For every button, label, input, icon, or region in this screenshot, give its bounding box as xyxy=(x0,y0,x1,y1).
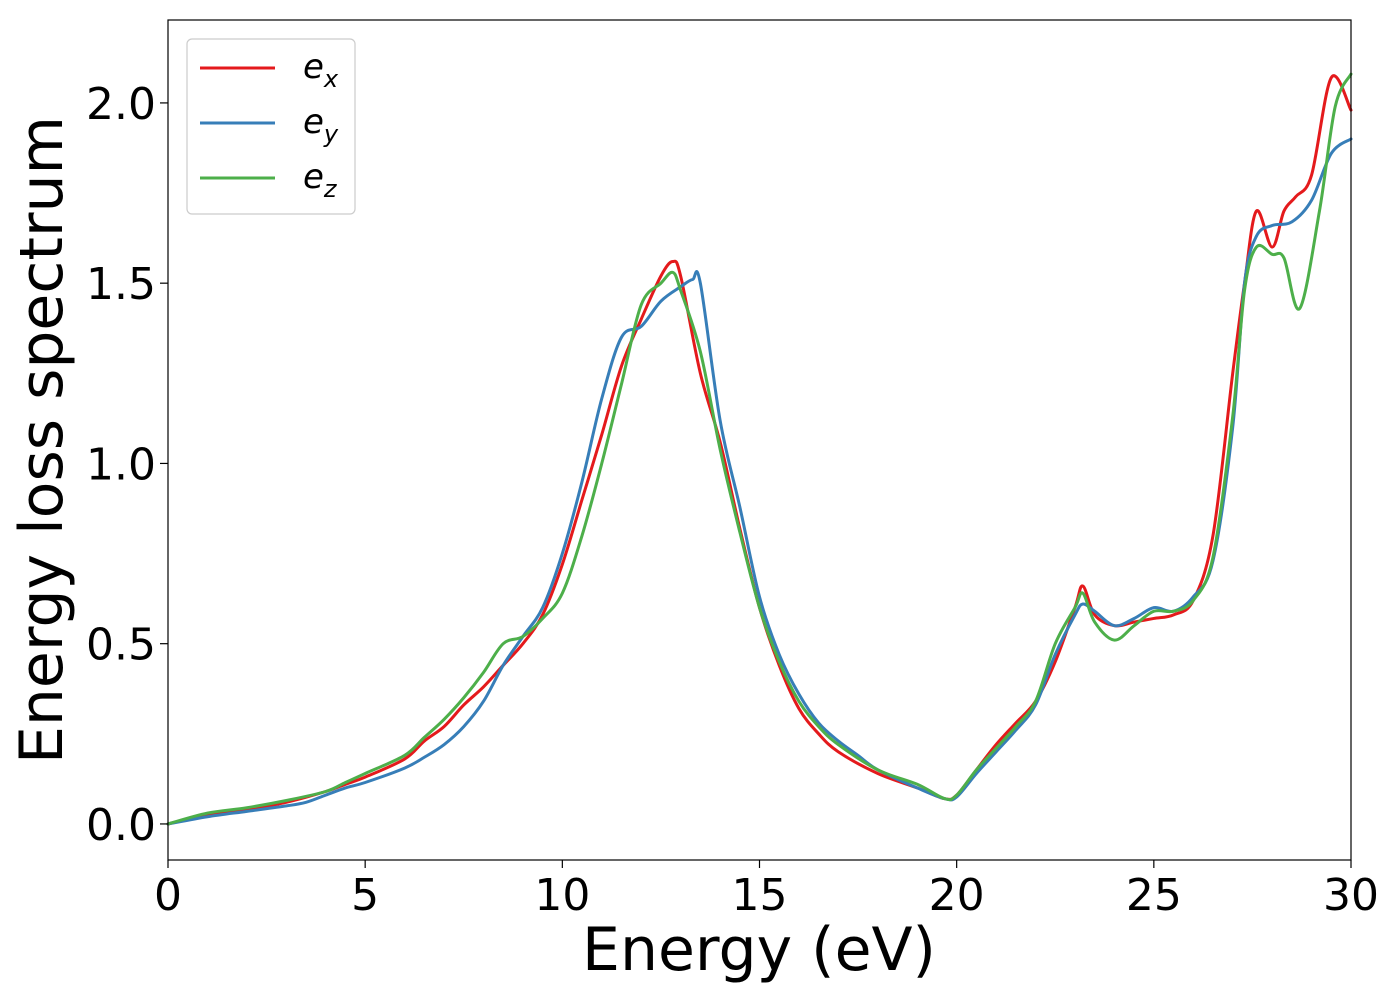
x-tick-label: 20 xyxy=(929,870,985,921)
series-line-z xyxy=(166,72,1353,826)
series-line-x xyxy=(166,74,1353,826)
y-tick-label: 1.0 xyxy=(86,439,156,490)
x-axis-title: Energy (eV) xyxy=(582,915,936,985)
x-tick-label: 5 xyxy=(351,870,379,921)
x-tick-label: 15 xyxy=(732,870,788,921)
y-axis: 0.0 0.5 1.0 1.5 2.0 xyxy=(86,79,168,851)
x-axis: 0 5 10 15 20 25 30 xyxy=(154,860,1379,921)
legend-box xyxy=(186,38,356,215)
x-tick-label: 10 xyxy=(534,870,590,921)
x-tick-label: 30 xyxy=(1323,870,1379,921)
legend-label-x: ex xyxy=(303,47,339,93)
x-tick-label: 25 xyxy=(1126,870,1182,921)
legend-label-y: ey xyxy=(303,102,339,148)
y-tick-label: 0.0 xyxy=(86,800,156,851)
y-tick-label: 1.5 xyxy=(86,259,156,310)
series-layer xyxy=(166,72,1353,826)
y-tick-label: 0.5 xyxy=(86,620,156,671)
y-axis-title: Energy loss spectrum xyxy=(7,116,77,764)
series-line-y xyxy=(166,137,1353,826)
y-tick-label: 2.0 xyxy=(86,79,156,130)
x-tick-label: 0 xyxy=(154,870,182,921)
